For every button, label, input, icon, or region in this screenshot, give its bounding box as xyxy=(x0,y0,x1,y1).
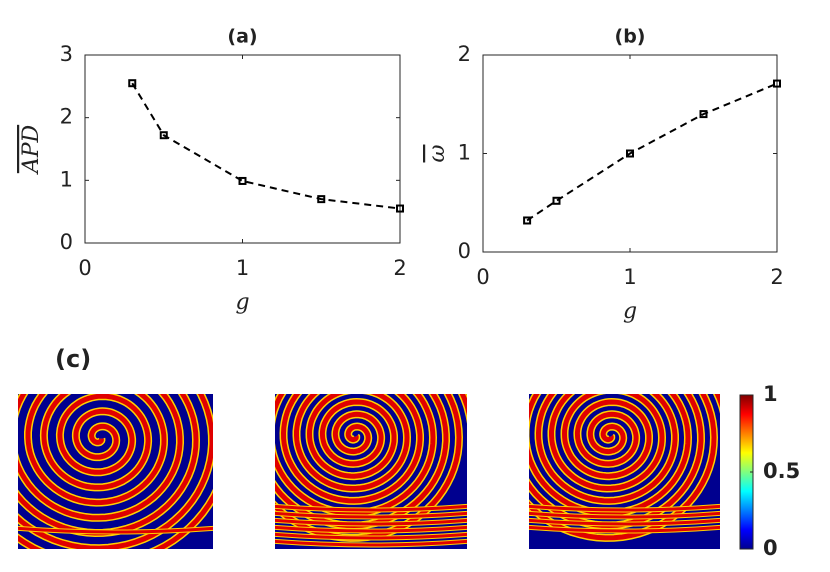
stripe-wave xyxy=(275,504,467,512)
colorbar-tick-label: 0.5 xyxy=(763,459,800,483)
x-tick-label: 2 xyxy=(770,265,783,289)
colorbar-tick-label: 0 xyxy=(763,536,778,560)
spiral-wave xyxy=(18,394,213,549)
stripe-wave xyxy=(275,511,467,519)
spiral-wave xyxy=(275,394,467,541)
y-tick-label: 1 xyxy=(458,141,471,165)
chart-title: (a) xyxy=(227,26,257,48)
stripe-wave xyxy=(529,525,720,533)
spiral-wave xyxy=(529,394,720,541)
y-axis-label: ω xyxy=(425,144,450,162)
marker xyxy=(317,195,326,204)
y-tick-label: 2 xyxy=(458,42,471,66)
x-tick-label: 1 xyxy=(236,256,249,280)
y-tick-label: 3 xyxy=(60,42,73,66)
x-tick-label: 0 xyxy=(476,265,489,289)
y-tick-label: 0 xyxy=(60,230,73,254)
chart-title: (b) xyxy=(615,26,646,48)
plot-area xyxy=(84,54,401,244)
stripe-wave xyxy=(529,518,720,526)
x-tick-label: 0 xyxy=(78,256,91,280)
marker xyxy=(523,216,532,225)
spiral-image xyxy=(275,394,467,549)
y-tick-label: 2 xyxy=(60,105,73,129)
spiral-image xyxy=(18,394,213,549)
stripe-wave xyxy=(275,525,467,533)
stripe-wave xyxy=(275,539,467,547)
marker xyxy=(396,204,404,213)
spiral-image xyxy=(529,394,720,549)
x-axis-label: g xyxy=(623,299,637,324)
y-tick-label: 1 xyxy=(60,167,73,191)
marker xyxy=(238,176,247,185)
y-axis-label: APD xyxy=(19,124,44,175)
marker xyxy=(128,79,137,88)
marker xyxy=(626,149,634,158)
stripe-wave xyxy=(529,504,720,512)
marker xyxy=(699,110,708,119)
x-tick-label: 1 xyxy=(623,265,636,289)
stripe-wave xyxy=(275,518,467,526)
stripe-wave xyxy=(275,532,467,540)
x-tick-label: 2 xyxy=(393,256,406,280)
marker xyxy=(159,131,168,140)
stripe-wave xyxy=(18,526,213,534)
colorbar-tick-label: 1 xyxy=(763,382,778,406)
panel-label: (c) xyxy=(55,345,91,373)
marker xyxy=(773,79,781,88)
stripe-wave xyxy=(529,511,720,519)
y-tick-label: 0 xyxy=(458,239,471,263)
x-axis-label: g xyxy=(235,290,249,315)
data-line xyxy=(526,82,778,222)
data-line xyxy=(131,82,401,210)
marker xyxy=(552,196,561,205)
